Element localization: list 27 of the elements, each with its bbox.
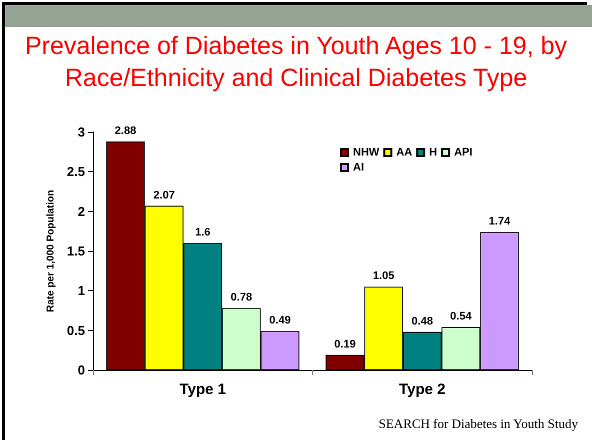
data-label: 1.74: [488, 215, 512, 228]
legend-label: H: [429, 146, 438, 158]
data-label: 1.05: [372, 270, 394, 282]
data-label: 0.49: [269, 314, 291, 327]
data-label: 0.48: [412, 315, 433, 328]
y-tick-label: 3: [78, 124, 85, 140]
y-axis-title: Rate per 1,000 Population: [46, 190, 57, 312]
y-tick-label: 1.5: [66, 244, 85, 258]
x-tick-label: Type 2: [399, 381, 446, 398]
y-tick-label: 0: [78, 362, 85, 378]
data-label: 2.07: [153, 189, 175, 202]
y-tick-label: 2: [78, 204, 85, 219]
legend-label: AA: [396, 146, 412, 158]
legend-label: NHW: [353, 146, 380, 158]
chart-title: Prevalence of Diabetes in Youth Ages 10 - 19, by Race/Ethnicity and Clinical Diabetes Type: [24, 31, 568, 94]
data-label: 2.88: [114, 125, 136, 138]
text: SEARCH for Diabetes in Youth Study: [378, 416, 578, 432]
data-label: 0.19: [334, 338, 356, 350]
legend-label: AI: [353, 162, 364, 174]
data-label: 1.6: [195, 226, 210, 239]
y-tick-label: 2.5: [66, 164, 85, 180]
y-tick-label: 1: [78, 283, 85, 298]
legend-label: API: [454, 146, 472, 158]
data-label: 0.54: [450, 310, 472, 323]
data-label: 0.78: [230, 292, 252, 304]
x-tick-label: Type 1: [180, 381, 226, 398]
y-tick-label: 0.5: [66, 322, 85, 338]
